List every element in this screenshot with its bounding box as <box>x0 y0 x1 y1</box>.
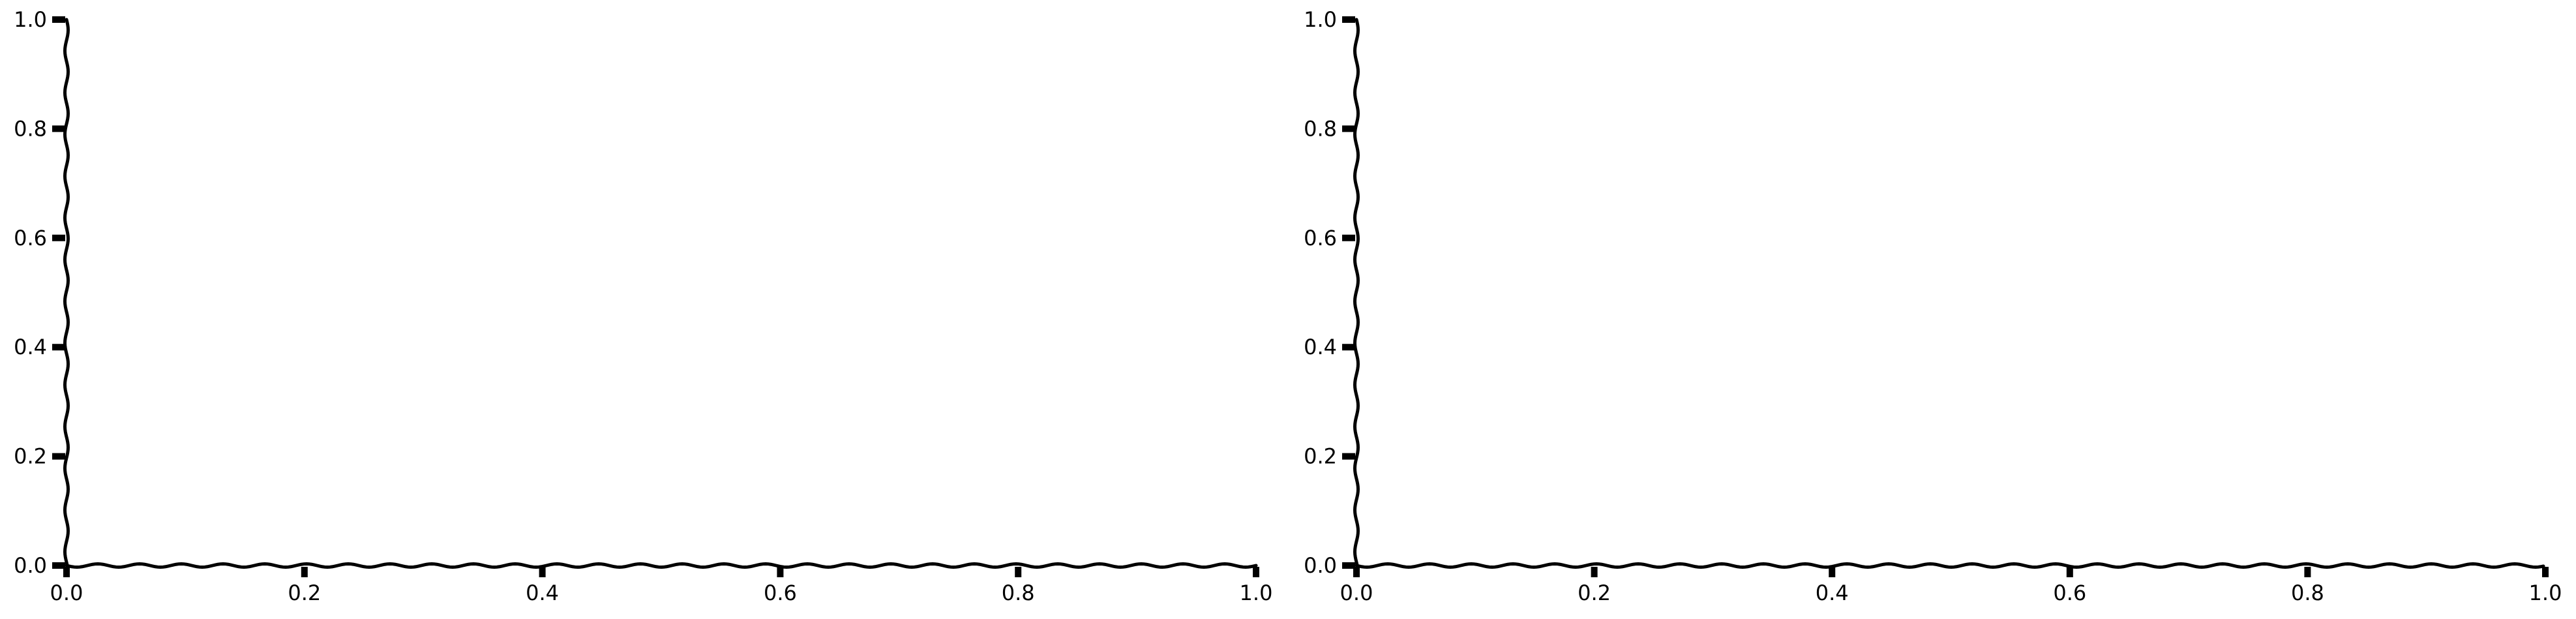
left-y-tick-label: 0.2 <box>14 444 47 469</box>
subplot-right: 0.0 0.2 0.4 0.6 0.8 1.0 0.0 0.2 0.4 0.6 0.8 1.0 <box>1304 7 2562 605</box>
left-y-tick-label: 0.4 <box>14 335 47 359</box>
right-y-tick-label: 0.0 <box>1304 553 1337 578</box>
right-x-tick-label: 1.0 <box>2529 581 2562 605</box>
left-x-tick-label: 1.0 <box>1240 581 1273 605</box>
right-y-tick-label: 0.2 <box>1304 444 1337 469</box>
left-x-tick-label: 0.2 <box>288 581 321 605</box>
left-y-tick-label: 0.6 <box>14 226 47 250</box>
right-x-axis-line <box>1355 562 2545 569</box>
right-x-tick-label: 0.4 <box>1816 581 1849 605</box>
left-y-axis-line <box>63 18 70 567</box>
right-x-tick-label: 0.2 <box>1578 581 1611 605</box>
right-y-tick-label: 0.6 <box>1304 226 1337 250</box>
left-x-tick-label: 0.6 <box>764 581 797 605</box>
right-y-tick-label: 0.8 <box>1304 116 1337 141</box>
left-x-tick-label: 0.0 <box>50 581 83 605</box>
left-y-tick-label: 0.0 <box>14 553 47 578</box>
left-x-tick-label: 0.8 <box>1002 581 1035 605</box>
left-y-tick-label: 0.8 <box>14 116 47 141</box>
left-y-tick-label: 1.0 <box>14 7 47 32</box>
right-y-axis-line <box>1353 18 1360 567</box>
right-y-tick-label: 0.4 <box>1304 335 1337 359</box>
subplot-left: 0.0 0.2 0.4 0.6 0.8 1.0 0.0 0.2 0.4 0.6 0.8 1.0 <box>14 7 1272 605</box>
right-y-tick-label: 1.0 <box>1304 7 1337 32</box>
right-x-tick-label: 0.8 <box>2291 581 2324 605</box>
left-x-axis-line <box>65 562 1258 569</box>
right-x-tick-label: 0.0 <box>1340 581 1373 605</box>
right-x-tick-label: 0.6 <box>2053 581 2086 605</box>
left-x-tick-label: 0.4 <box>526 581 559 605</box>
